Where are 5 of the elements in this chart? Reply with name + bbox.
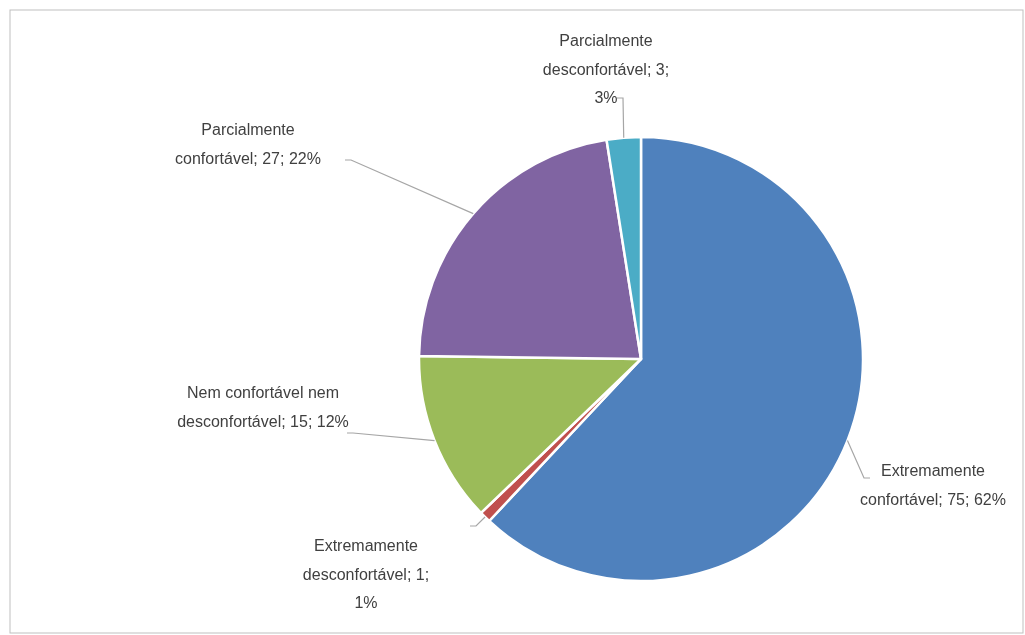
slice-label: Extremamente confortável; 75; 62%: [860, 462, 1006, 508]
slice-label: Parcialmente confortável; 27; 22%: [175, 121, 321, 167]
slice-label: Nem confortável nem desconfortável; 15; 12%: [177, 384, 349, 430]
slice-label: Extremamente desconfortável; 1; 1%: [302, 537, 430, 611]
slice-label: Parcialmente desconfortável; 3; 3%: [542, 32, 670, 106]
